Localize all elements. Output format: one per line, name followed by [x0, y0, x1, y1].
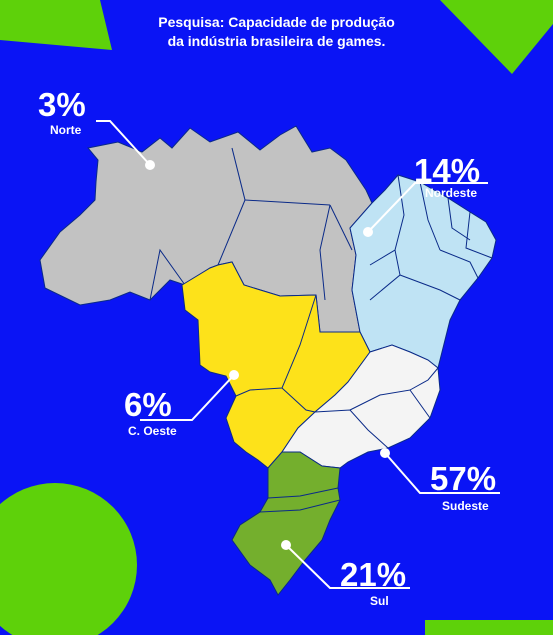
region-nordeste	[349, 174, 497, 369]
leader-line-sul	[285, 544, 410, 589]
label-sul: Sul	[370, 594, 389, 608]
sudeste-state-borders	[314, 367, 439, 449]
percent-sudeste: 57%	[430, 460, 497, 497]
percent-sul: 21%	[340, 556, 407, 593]
corner-circle-bottom-left	[0, 483, 137, 635]
region-sudeste	[281, 344, 441, 469]
dot-sul	[281, 540, 291, 550]
region-sul	[231, 451, 341, 596]
nordeste-state-borders	[369, 174, 493, 301]
title-line-1: Pesquisa: Capacidade de produção	[158, 14, 395, 30]
leader-line-nordeste	[367, 182, 488, 233]
corner-shape-top-left	[0, 0, 112, 50]
dot-sudeste	[380, 448, 390, 458]
leader-line-norte	[96, 120, 151, 166]
label-norte: Norte	[50, 123, 82, 137]
dot-norte	[145, 160, 155, 170]
dot-centro-oeste	[229, 370, 239, 380]
percent-norte: 3%	[38, 86, 86, 123]
sul-state-borders	[259, 487, 341, 513]
location-dots	[145, 160, 390, 550]
label-nordeste: Nordeste	[425, 186, 478, 200]
label-sudeste: Sudeste	[442, 499, 489, 513]
label-centro-oeste: C. Oeste	[128, 424, 177, 438]
corner-shape-bottom-right	[425, 620, 553, 635]
dot-nordeste	[363, 227, 373, 237]
leader-line-centro-oeste	[140, 374, 235, 421]
corner-shape-top-right	[440, 0, 553, 74]
centro-oeste-state-borders	[235, 294, 317, 413]
percent-nordeste: 14%	[414, 152, 481, 189]
percent-centro-oeste: 6%	[124, 386, 172, 423]
leader-lines	[96, 120, 500, 589]
title-line-2: da indústria brasileira de games.	[167, 33, 386, 49]
norte-state-borders	[149, 147, 353, 301]
leader-line-sudeste	[384, 452, 500, 494]
